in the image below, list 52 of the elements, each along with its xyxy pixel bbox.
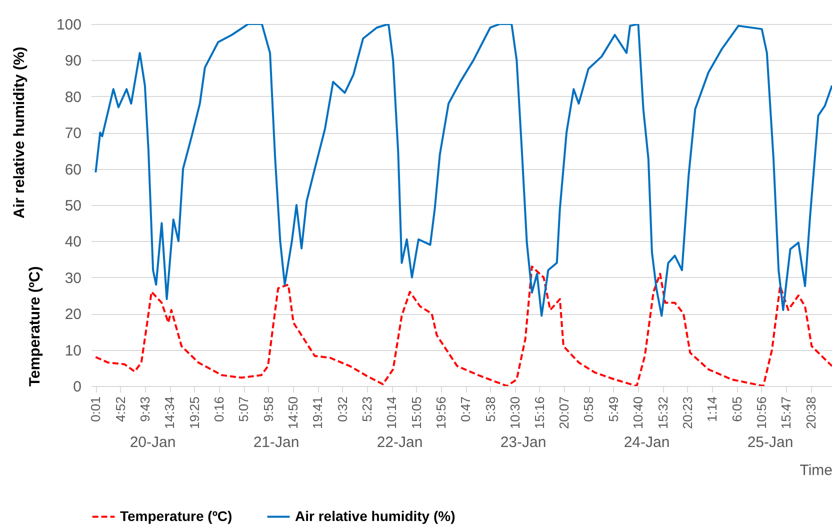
x-tick-label: 14:50	[286, 396, 301, 430]
x-tick-label: 14:34	[162, 396, 178, 430]
x-tick-label: 10:40	[630, 396, 646, 430]
y-tick-label: 80	[64, 88, 82, 106]
x-tick-label: 0:47	[458, 396, 474, 422]
x-tick-label: 15:05	[408, 396, 424, 430]
x-tick-label: 5:23	[360, 396, 375, 422]
x-tick-label: 20:38	[803, 396, 818, 430]
y-tick-label: 60	[64, 161, 82, 178]
x-tick-label: 0:32	[334, 396, 350, 422]
x-tick-label: 5:07	[236, 396, 252, 422]
y-tick-label: 40	[64, 234, 82, 251]
x-tick-label: 10:14	[384, 396, 400, 430]
x-tick-label: 5:49	[606, 396, 621, 422]
x-tick-label: 10:56	[754, 396, 769, 430]
x-tick-label: 15:47	[778, 396, 794, 430]
text: 22-Jan	[376, 434, 423, 451]
y-tick-label: 10	[64, 342, 82, 360]
x-tick-label: 15:32	[655, 396, 670, 430]
y-tick-label: 100	[56, 16, 82, 34]
x-tick-label: 19:56	[434, 396, 449, 430]
text: 25-Jan	[747, 434, 794, 451]
y-tick-label: 50	[64, 198, 82, 214]
text: 20-Jan	[130, 434, 176, 451]
text: 23-Jan	[500, 434, 546, 451]
legend-label: Air relative humidity (%)	[295, 508, 456, 524]
x-tick-label: 0:01	[88, 396, 104, 422]
x-tick-label: 4:52	[112, 396, 128, 422]
y-axis-title: Temperature (ºC)	[26, 266, 44, 386]
x-tick-label: 19:41	[310, 396, 326, 430]
y-tick-label: 90	[64, 52, 82, 70]
y-tick-label: 0	[73, 378, 82, 396]
x-tick-label: 20:23	[680, 396, 695, 430]
legend-label: Temperature (ºC)	[120, 508, 232, 524]
text: 21-Jan	[253, 434, 300, 451]
x-tick-label: 15:16	[532, 396, 547, 430]
text: Air relative humidity (%)	[11, 46, 28, 218]
x-tick-label: 10:30	[508, 396, 523, 430]
x-tick-label: 9:58	[260, 396, 276, 422]
x-tick-label: 5:38	[482, 396, 498, 422]
x-tick-label: 19:25	[186, 396, 202, 430]
y-tick-label: 20	[64, 306, 82, 324]
x-tick-label: 6:05	[729, 396, 744, 422]
x-tick-label: 1:14	[704, 396, 720, 422]
x-axis-title: Time	[800, 462, 832, 480]
y-tick-label: 70	[64, 125, 82, 142]
x-tick-label: 0:16	[211, 396, 226, 422]
x-tick-label: 9:43	[137, 396, 152, 422]
x-tick-label: 0:58	[581, 396, 596, 422]
text: 24-Jan	[624, 434, 670, 451]
x-tick-label: 20:07	[556, 396, 572, 430]
y-tick-label: 30	[64, 270, 82, 287]
